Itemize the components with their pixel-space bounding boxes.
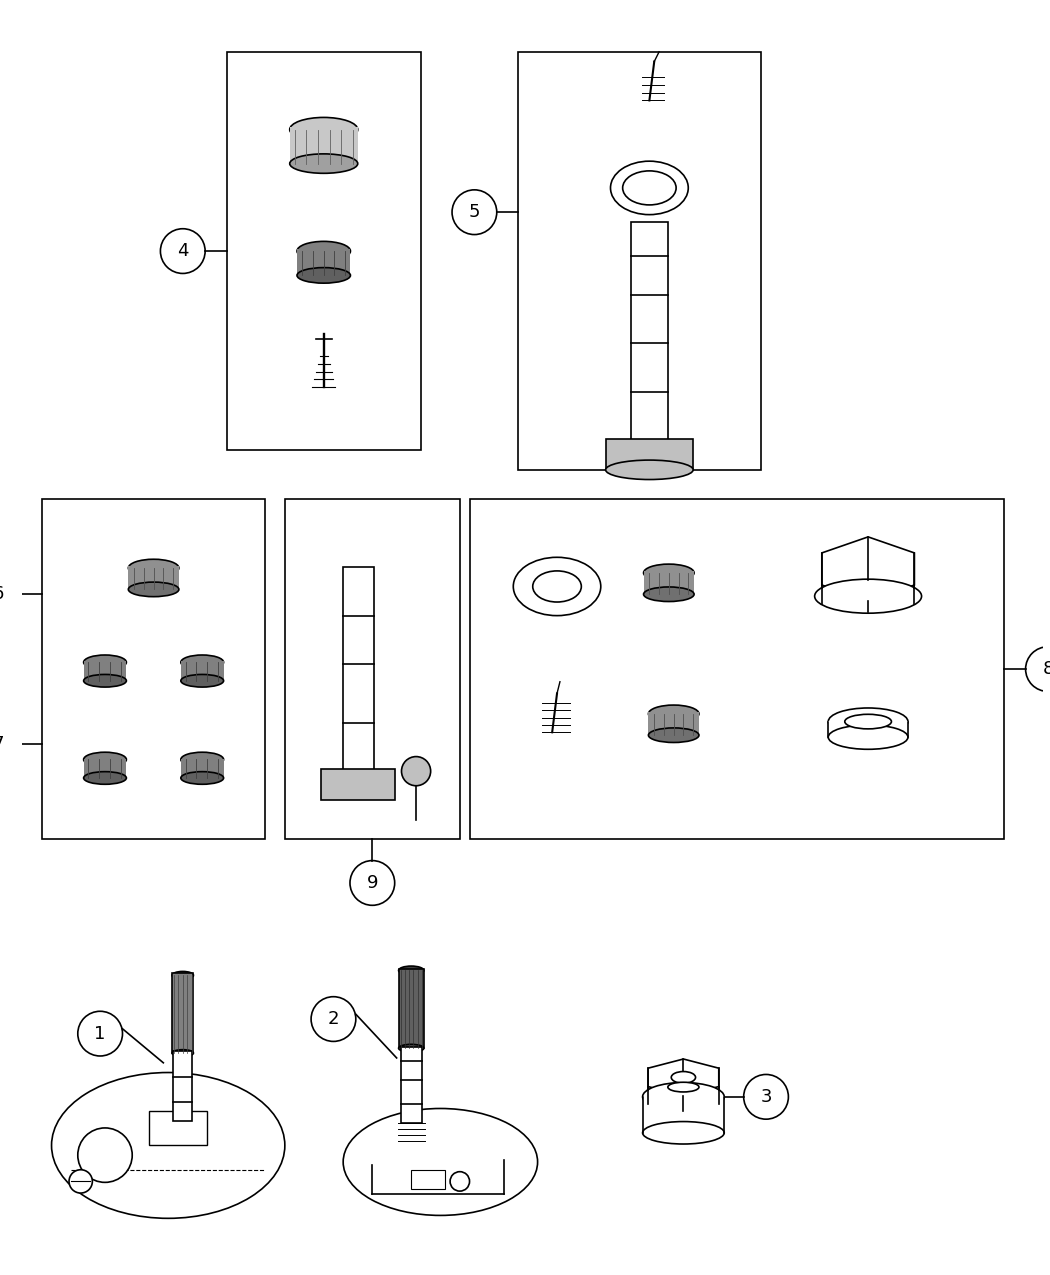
Ellipse shape	[51, 1072, 285, 1219]
Ellipse shape	[606, 460, 693, 479]
Ellipse shape	[181, 674, 224, 687]
Bar	[631, 222, 668, 441]
Ellipse shape	[671, 1071, 695, 1084]
Ellipse shape	[649, 705, 699, 723]
Circle shape	[78, 1128, 132, 1182]
Ellipse shape	[610, 161, 688, 214]
Ellipse shape	[181, 771, 224, 784]
Bar	[290, 126, 358, 163]
Ellipse shape	[828, 725, 908, 750]
Ellipse shape	[181, 752, 224, 766]
Bar	[400, 1047, 422, 1123]
Ellipse shape	[128, 583, 178, 597]
Ellipse shape	[128, 560, 178, 576]
Ellipse shape	[623, 171, 676, 205]
Polygon shape	[648, 1060, 719, 1095]
Text: 5: 5	[468, 203, 480, 221]
Ellipse shape	[644, 564, 694, 581]
Ellipse shape	[290, 117, 358, 142]
Polygon shape	[822, 537, 915, 601]
Bar	[181, 662, 224, 681]
Text: 4: 4	[177, 242, 189, 260]
Ellipse shape	[668, 1082, 699, 1091]
Ellipse shape	[290, 154, 358, 173]
Text: 1: 1	[94, 1025, 106, 1043]
Text: 7: 7	[0, 734, 4, 754]
Bar	[321, 769, 395, 801]
Bar	[643, 1095, 724, 1132]
Bar	[399, 969, 424, 1048]
Bar	[649, 711, 699, 736]
Ellipse shape	[643, 1122, 724, 1144]
Bar	[181, 759, 224, 778]
Bar	[149, 1112, 207, 1145]
Ellipse shape	[297, 241, 351, 261]
Ellipse shape	[84, 752, 126, 766]
Ellipse shape	[172, 972, 193, 979]
Bar	[227, 52, 421, 450]
Bar	[128, 566, 178, 589]
Ellipse shape	[815, 579, 922, 613]
Bar	[412, 1169, 445, 1190]
Circle shape	[69, 1169, 92, 1193]
Ellipse shape	[532, 571, 582, 602]
Bar	[84, 662, 126, 681]
Bar	[173, 1051, 192, 1121]
Bar	[285, 499, 460, 839]
Ellipse shape	[643, 1082, 724, 1111]
Bar	[172, 973, 193, 1053]
Bar	[644, 571, 694, 594]
Ellipse shape	[84, 771, 126, 784]
Bar	[606, 439, 693, 469]
Ellipse shape	[649, 728, 699, 742]
Bar	[518, 52, 761, 469]
Text: 6: 6	[0, 585, 4, 603]
Text: 2: 2	[328, 1010, 339, 1028]
Ellipse shape	[845, 714, 891, 729]
Text: 9: 9	[366, 873, 378, 892]
Text: 8: 8	[1043, 660, 1050, 678]
Bar	[828, 720, 908, 737]
Bar	[373, 1155, 504, 1193]
Ellipse shape	[513, 557, 601, 616]
Bar	[42, 499, 266, 839]
Ellipse shape	[644, 586, 694, 602]
Bar	[297, 249, 351, 275]
Ellipse shape	[84, 655, 126, 669]
Text: 3: 3	[760, 1088, 772, 1105]
Bar	[342, 567, 374, 771]
Ellipse shape	[399, 1044, 424, 1052]
Ellipse shape	[297, 268, 351, 283]
Ellipse shape	[399, 966, 424, 975]
Bar	[84, 759, 126, 778]
Bar	[469, 499, 1004, 839]
Circle shape	[450, 1172, 469, 1191]
Ellipse shape	[181, 655, 224, 669]
Circle shape	[401, 756, 430, 785]
Ellipse shape	[343, 1108, 538, 1215]
Ellipse shape	[172, 1049, 193, 1057]
Ellipse shape	[828, 708, 908, 736]
Ellipse shape	[84, 674, 126, 687]
